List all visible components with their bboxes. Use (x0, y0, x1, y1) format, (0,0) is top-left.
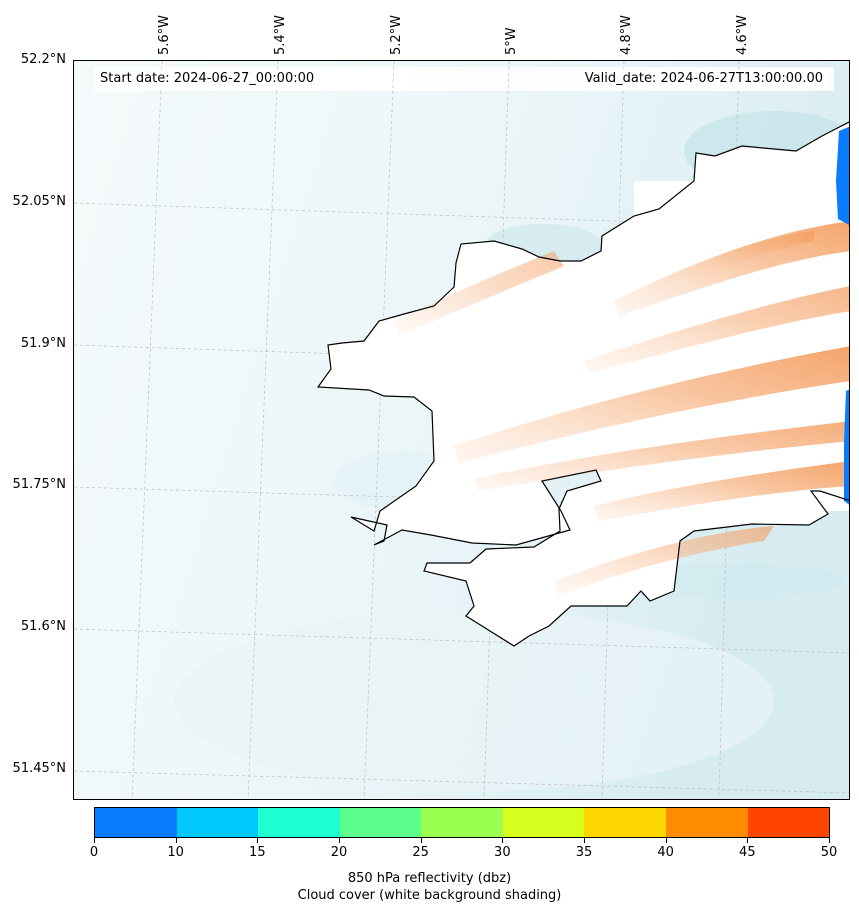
colorbar-segment (339, 808, 422, 837)
colorbar-segment (258, 808, 340, 837)
start-date-label: Start date: 2024-06-27_00:00:00 (94, 69, 321, 88)
colorbar-segment (95, 808, 177, 837)
colorbar-tick (257, 838, 259, 843)
colorbar-tick-label: 30 (494, 845, 511, 860)
cloud-patch (174, 611, 774, 791)
lon-tick-label: 5.2°W (389, 14, 404, 55)
colorbar-tick-label: 40 (657, 845, 674, 860)
colorbar-tick (175, 838, 177, 843)
colorbar-tick (829, 838, 830, 843)
colorbar-tick-label: 50 (820, 845, 838, 860)
colorbar-segment (502, 808, 585, 837)
reflectivity-band (584, 286, 849, 373)
lon-tick-label: 5.6°W (157, 14, 172, 55)
lon-tick-label: 4.8°W (619, 14, 634, 55)
colorbar-tick-label: 35 (575, 845, 593, 860)
map-canvas (74, 61, 849, 799)
reflectivity-band (594, 461, 849, 521)
lon-tick-label: 5.4°W (273, 14, 288, 55)
colorbar-label: 850 hPa reflectivity (dbz) (347, 871, 512, 886)
lon-tick-label: 4.6°W (735, 14, 750, 55)
colorbar-segment (176, 808, 259, 837)
lat-tick-label: 52.2°N (20, 52, 66, 67)
lon-tick-label: 5°W (504, 27, 519, 55)
coastline (316, 121, 849, 647)
lat-tick-label: 51.6°N (20, 619, 66, 634)
reflectivity-bands (394, 221, 849, 596)
lat-tick-label: 51.9°N (20, 336, 66, 351)
colorbar-tick-label: 20 (330, 845, 348, 860)
reflectivity-edge (836, 126, 849, 225)
colorbar-tick (584, 838, 585, 843)
lat-tick-label: 51.45°N (12, 761, 66, 776)
cloud-patch (624, 563, 844, 599)
lat-tick-label: 51.75°N (12, 477, 66, 492)
reflectivity-band (394, 251, 564, 336)
colorbar-segment (421, 808, 503, 837)
reflectivity-edge (844, 389, 849, 505)
colorbar-tick (339, 838, 340, 843)
reflectivity-band (454, 346, 849, 463)
colorbar-tick-label: 25 (412, 845, 429, 860)
colorbar-tick-label: 45 (739, 845, 756, 860)
colorbar-tick (665, 838, 667, 843)
colorbar-tick-label: 15 (249, 845, 266, 860)
colorbar (94, 807, 830, 838)
reflectivity-band (554, 526, 774, 596)
colorbar-segment (584, 808, 666, 837)
valid-date-label: Valid_date: 2024-06-27T13:00:00.00 (578, 69, 829, 88)
colorbar-tick-label: 0 (89, 845, 99, 860)
reflectivity-band (474, 421, 849, 491)
colorbar-sublabel: Cloud cover (white background shading) (297, 888, 562, 903)
colorbar-segment (747, 808, 830, 837)
colorbar-tick (94, 838, 95, 843)
colorbar-segment (665, 808, 748, 837)
map-panel: Start date: 2024-06-27_00:00:00 Valid_da… (73, 60, 850, 800)
reflectivity-band (674, 231, 814, 286)
colorbar-tick-label: 10 (167, 845, 184, 860)
colorbar-tick (747, 838, 749, 843)
colorbar-tick (420, 838, 422, 843)
lat-tick-label: 52.05°N (12, 194, 66, 209)
colorbar-tick (502, 838, 504, 843)
